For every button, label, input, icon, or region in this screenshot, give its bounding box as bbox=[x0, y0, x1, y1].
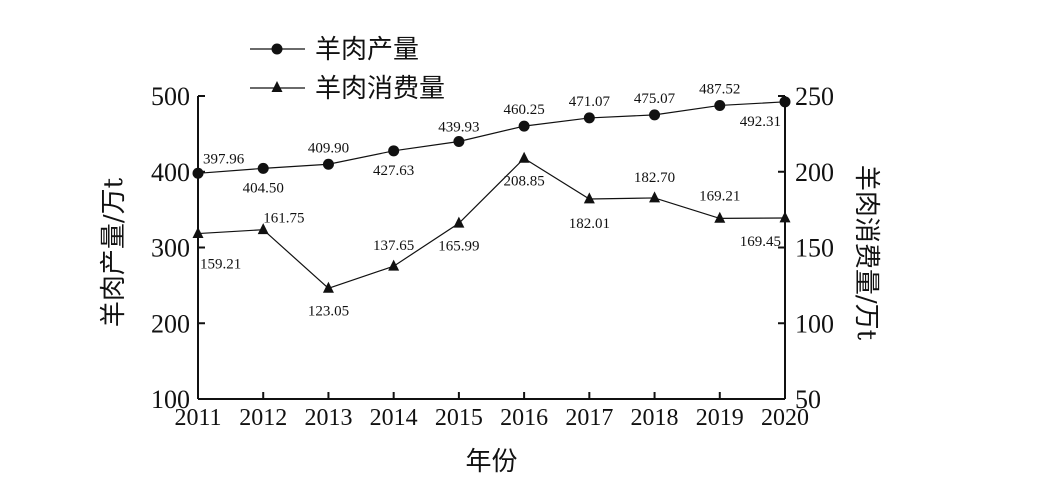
legend-marker-circle bbox=[271, 43, 283, 55]
data-point-circle bbox=[518, 120, 530, 132]
left-y-tick-label: 500 bbox=[151, 82, 190, 111]
left-y-tick-label: 400 bbox=[151, 158, 190, 187]
data-label: 161.75 bbox=[263, 211, 304, 227]
data-label: 137.65 bbox=[373, 238, 414, 254]
data-label: 169.21 bbox=[699, 188, 740, 204]
data-point-circle bbox=[388, 145, 400, 157]
data-label: 169.45 bbox=[740, 234, 781, 250]
left-y-tick-label: 300 bbox=[151, 234, 190, 263]
series-line bbox=[197, 101, 786, 174]
x-tick-label: 2012 bbox=[239, 405, 287, 431]
x-tick-label: 2016 bbox=[500, 405, 548, 431]
data-point-triangle bbox=[388, 259, 400, 271]
x-tick-label: 2020 bbox=[761, 405, 809, 431]
legend-item: 羊肉消费量 bbox=[250, 74, 445, 104]
right-y-tick-label: 250 bbox=[795, 82, 834, 111]
data-label: 492.31 bbox=[740, 114, 781, 130]
data-point-circle bbox=[192, 167, 204, 179]
data-point-triangle bbox=[192, 226, 204, 238]
data-label: 123.05 bbox=[308, 303, 349, 319]
data-label: 165.99 bbox=[438, 238, 479, 254]
data-point-triangle bbox=[583, 192, 595, 204]
data-point-triangle bbox=[649, 191, 661, 203]
data-point-circle bbox=[779, 96, 791, 108]
plot-area: 397.96 404.50 409.90 427.63 439.93 460.25 471.… bbox=[192, 81, 791, 319]
data-label: 397.96 bbox=[203, 151, 245, 167]
data-point-triangle bbox=[518, 151, 530, 163]
left-y-axis-title: 羊肉产量/万t bbox=[99, 177, 129, 327]
data-label: 471.07 bbox=[569, 94, 611, 110]
data-label: 409.90 bbox=[308, 140, 349, 156]
data-label: 182.70 bbox=[634, 170, 675, 186]
data-point-circle bbox=[714, 99, 726, 111]
series-line bbox=[197, 157, 786, 290]
x-tick-label: 2019 bbox=[696, 405, 744, 431]
data-point-circle bbox=[453, 136, 465, 148]
data-point-triangle bbox=[714, 211, 726, 223]
data-label: 208.85 bbox=[503, 173, 544, 189]
right-y-tick-label: 150 bbox=[795, 234, 834, 263]
legend-label: 羊肉产量 bbox=[315, 35, 419, 65]
data-point-triangle bbox=[779, 211, 791, 223]
x-tick-label: 2015 bbox=[435, 405, 483, 431]
series-consumption: 159.21 161.75 123.05 137.65 165.99 208.85 182.… bbox=[192, 151, 791, 319]
data-label: 487.52 bbox=[699, 81, 740, 97]
left-y-tick-label: 100 bbox=[151, 385, 190, 414]
x-axis-title: 年份 bbox=[465, 447, 517, 477]
data-label: 404.50 bbox=[243, 180, 284, 196]
x-tick-label: 2018 bbox=[631, 405, 679, 431]
series-production: 397.96 404.50 409.90 427.63 439.93 460.25 471.… bbox=[192, 81, 791, 196]
data-point-circle bbox=[649, 109, 661, 121]
data-label: 475.07 bbox=[634, 91, 676, 107]
axes: 100 200 300 400 500 50 100 150 200 250 2011 2012 201… bbox=[151, 82, 834, 431]
legend-item: 羊肉产量 bbox=[250, 35, 419, 65]
right-y-axis-title: 羊肉消费量/万t bbox=[851, 165, 881, 341]
data-label: 182.01 bbox=[569, 216, 610, 232]
data-point-circle bbox=[583, 112, 595, 124]
x-tick-label: 2011 bbox=[174, 405, 221, 431]
left-y-tick-label: 200 bbox=[151, 309, 190, 338]
x-tick-label: 2017 bbox=[565, 405, 613, 431]
legend-label: 羊肉消费量 bbox=[315, 74, 445, 104]
data-point-triangle bbox=[453, 216, 465, 228]
data-label: 460.25 bbox=[503, 102, 544, 118]
data-point-triangle bbox=[257, 223, 269, 235]
legend-marker-triangle bbox=[271, 81, 283, 92]
data-point-circle bbox=[257, 162, 269, 174]
x-tick-label: 2014 bbox=[370, 405, 418, 431]
right-y-tick-label: 200 bbox=[795, 158, 834, 187]
data-point-triangle bbox=[322, 281, 334, 293]
x-tick-label: 2013 bbox=[304, 405, 352, 431]
right-y-tick-label: 50 bbox=[795, 385, 821, 414]
data-point-circle bbox=[322, 158, 334, 170]
data-label: 427.63 bbox=[373, 163, 414, 179]
right-y-tick-label: 100 bbox=[795, 309, 834, 338]
data-label: 439.93 bbox=[438, 120, 479, 136]
data-label: 159.21 bbox=[200, 257, 241, 273]
